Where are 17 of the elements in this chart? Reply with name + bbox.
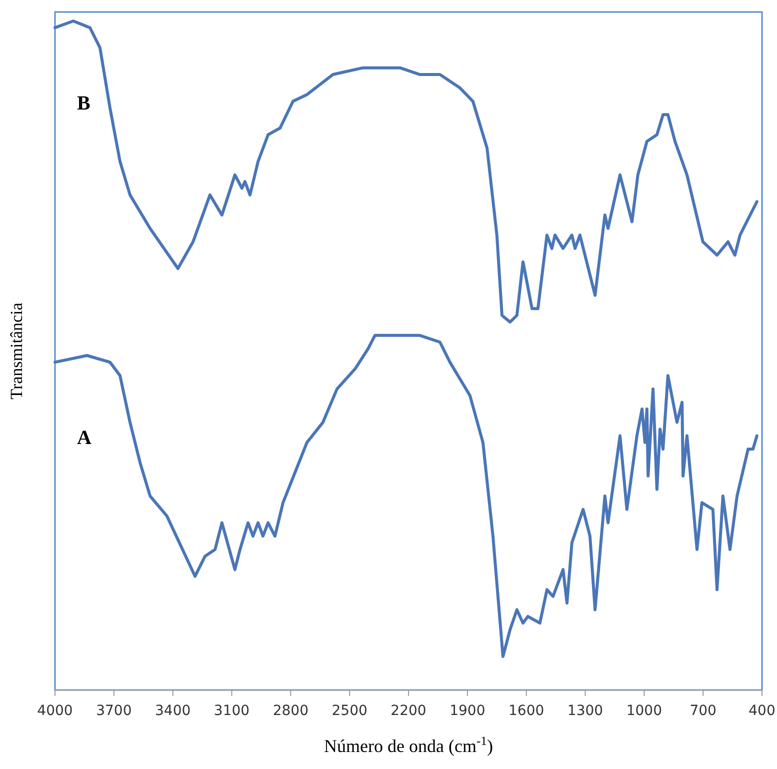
x-tick-label: 1600 — [508, 703, 544, 719]
x-axis-title: Número de onda (cm$^{-1}$) — [324, 734, 493, 756]
x-tick-label: 2200 — [390, 703, 426, 719]
x-tick-label: 3700 — [96, 703, 132, 719]
series-label: A — [77, 427, 92, 450]
x-tick-label: 4000 — [37, 703, 73, 719]
x-tick-label: 400 — [748, 703, 776, 719]
x-tick-label: 700 — [690, 703, 716, 719]
y-axis-title: Transmitância — [7, 302, 26, 400]
x-tick-label: 3100 — [214, 703, 250, 719]
x-tick-label: 1900 — [450, 703, 486, 719]
x-tick-label: 2500 — [332, 703, 368, 719]
x-tick-label: 3400 — [155, 703, 191, 719]
x-tick-label: 2800 — [272, 703, 308, 719]
x-tick-label: 1000 — [626, 703, 662, 719]
series-label: B — [77, 92, 90, 115]
x-tick-label: 1300 — [567, 703, 604, 719]
